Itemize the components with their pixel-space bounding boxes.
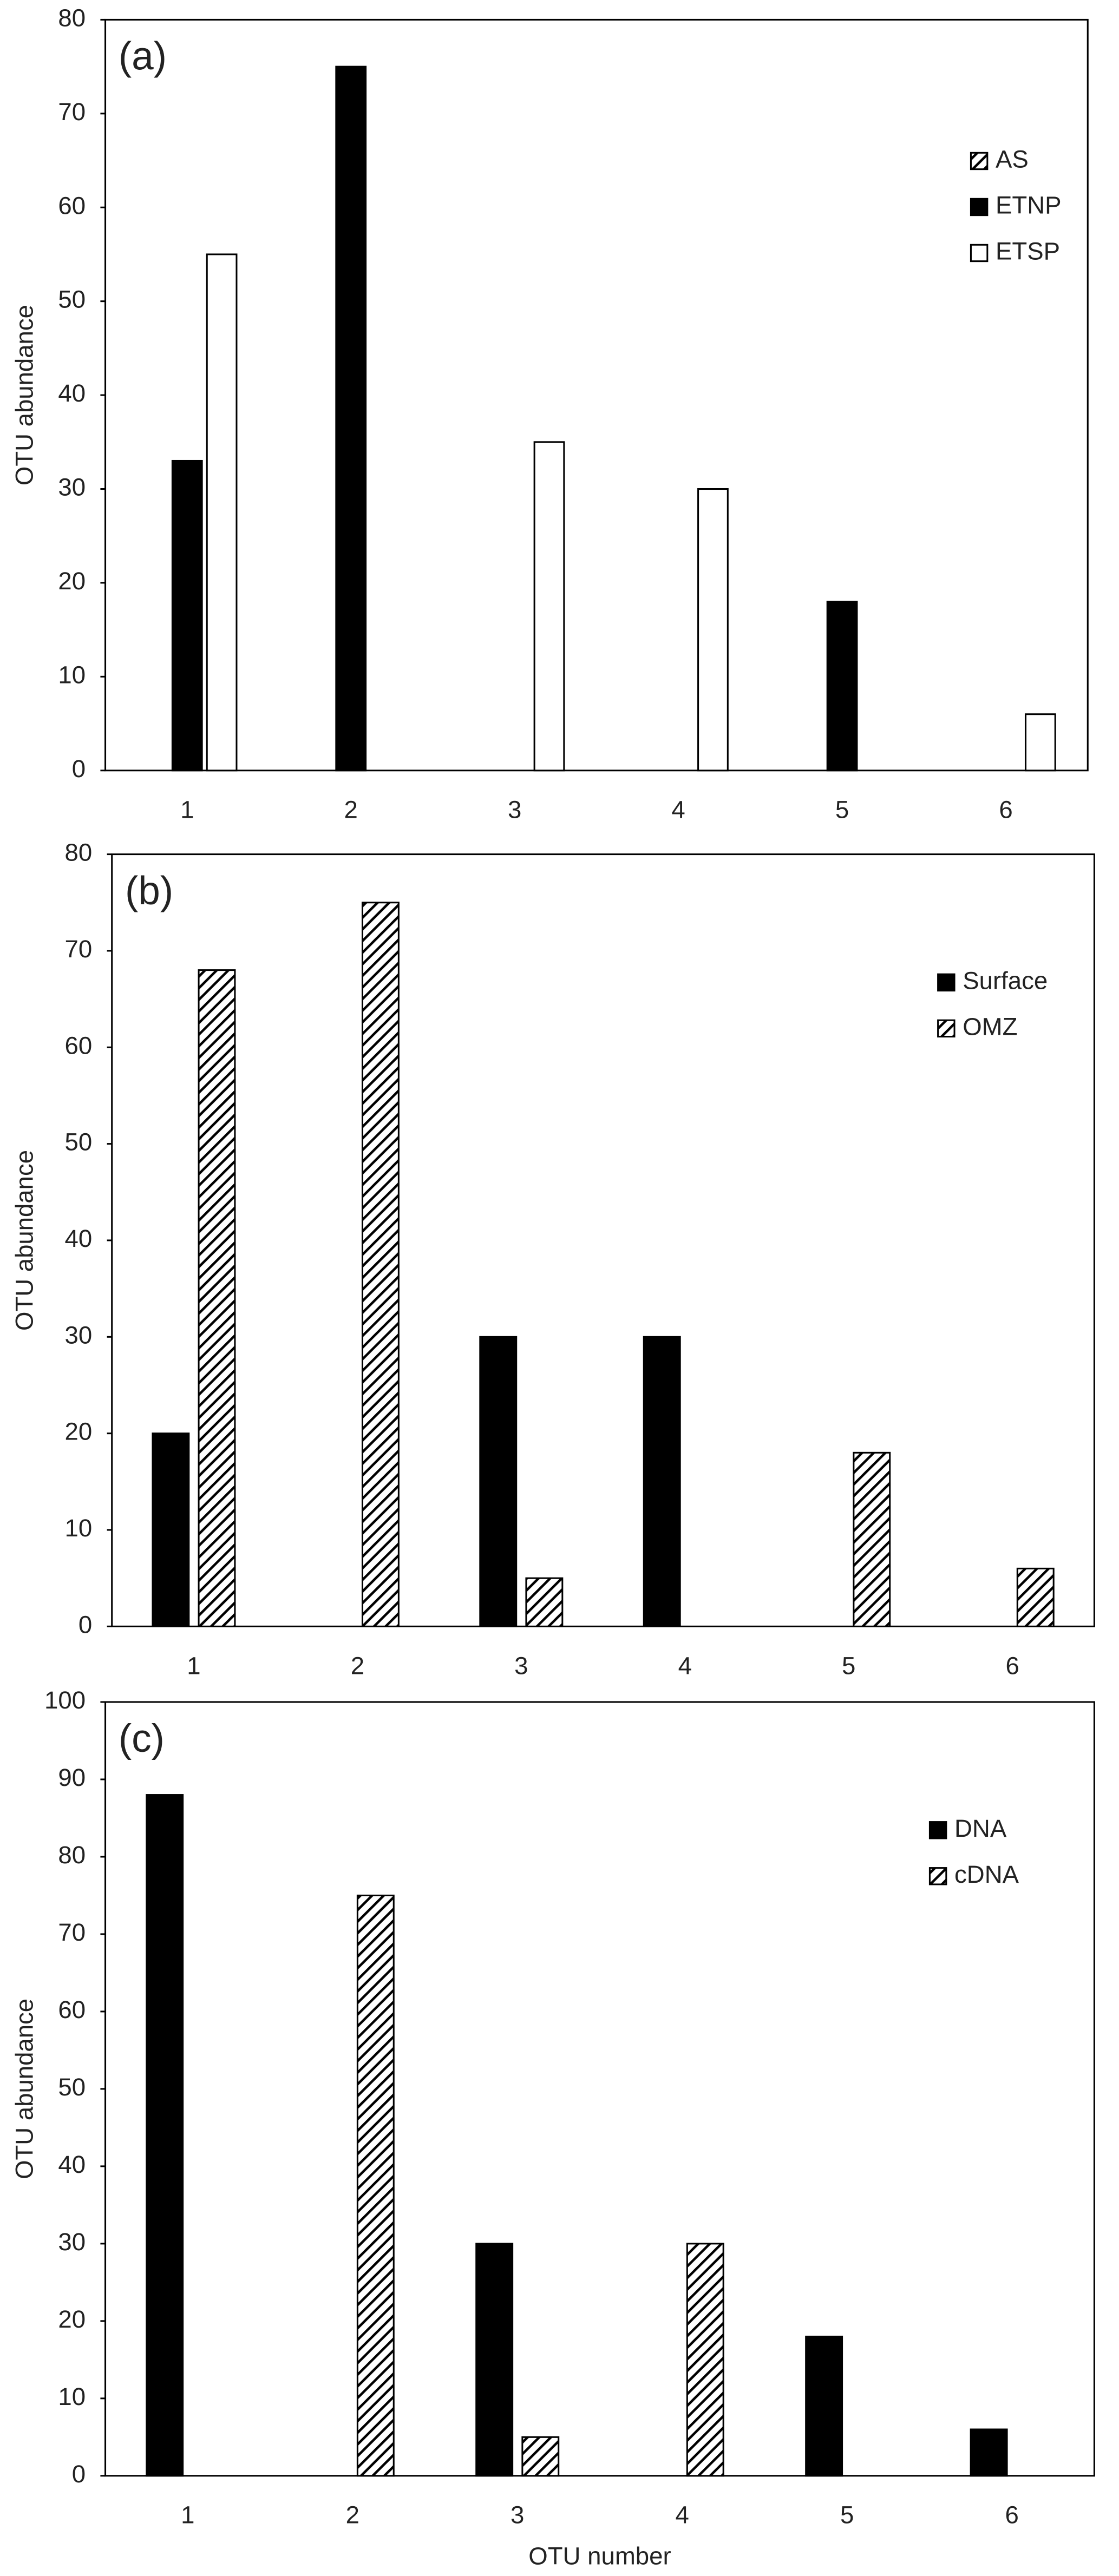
y-tick-label: 30 (58, 474, 86, 501)
legend-swatch (928, 1821, 947, 1839)
x-tick-label: 6 (1005, 2501, 1018, 2529)
y-tick-label: 10 (58, 2383, 86, 2410)
y-tick-label: 60 (58, 1996, 86, 2023)
x-tick-label: 5 (840, 2501, 854, 2529)
bar (643, 1336, 681, 1627)
y-tick-label: 70 (65, 935, 93, 963)
plot-frame (111, 853, 1095, 1627)
y-tick-label: 50 (58, 2073, 86, 2101)
legend-label: ETSP (996, 238, 1060, 265)
legend-label: Surface (963, 967, 1048, 994)
x-axis-title: OTU number (528, 2542, 671, 2570)
y-tick-label: 90 (58, 1764, 86, 1791)
y-tick-label: 70 (58, 98, 86, 126)
y-tick-label: 30 (58, 2228, 86, 2256)
bar (152, 1432, 190, 1627)
y-tick-label: 40 (58, 2151, 86, 2178)
x-tick-label: 4 (676, 2501, 689, 2529)
y-tick-label: 50 (65, 1128, 93, 1156)
bar (146, 1794, 184, 2477)
y-tick-label: 80 (58, 1841, 86, 1869)
bar (970, 2428, 1008, 2477)
bar (361, 902, 400, 1627)
y-tick-label: 60 (58, 192, 86, 219)
legend-label: DNA (954, 1815, 1007, 1842)
bar (533, 441, 565, 772)
x-tick-label: 2 (344, 796, 358, 824)
plot-frame (104, 1701, 1095, 2477)
y-tick-label: 0 (78, 1611, 92, 1638)
bar (206, 253, 238, 772)
legend-swatch (970, 198, 989, 216)
y-tick-label: 20 (58, 2305, 86, 2333)
legend-swatch (928, 1867, 947, 1885)
x-tick-label: 2 (351, 1652, 364, 1679)
bar (686, 2243, 724, 2477)
bar (171, 459, 203, 772)
legend-label: AS (996, 146, 1029, 173)
x-tick-label: 5 (835, 796, 849, 824)
bar (697, 488, 729, 772)
y-tick-label: 10 (65, 1514, 93, 1542)
y-axis-title: OTU abundance (11, 305, 38, 485)
x-tick-label: 4 (678, 1652, 692, 1679)
bar (356, 1894, 395, 2477)
y-tick-label: 80 (58, 4, 86, 31)
legend-label: OMZ (963, 1013, 1017, 1040)
y-tick-label: 100 (44, 1686, 86, 1714)
panel-label: (c) (119, 1717, 165, 1760)
legend-swatch (937, 1019, 956, 1038)
y-tick-label: 70 (58, 1918, 86, 1946)
legend-label: ETNP (996, 192, 1062, 219)
x-tick-label: 3 (508, 796, 521, 824)
x-tick-label: 1 (181, 2501, 194, 2529)
bar (805, 2335, 843, 2477)
legend-label: cDNA (954, 1861, 1019, 1888)
bar (525, 1577, 564, 1627)
panel-label: (a) (119, 35, 167, 78)
bar (198, 969, 236, 1627)
y-tick-label: 40 (65, 1225, 93, 1252)
legend-swatch (937, 973, 956, 992)
y-tick-label: 50 (58, 286, 86, 313)
x-tick-label: 1 (180, 796, 194, 824)
bar (335, 65, 367, 772)
x-tick-label: 3 (511, 2501, 524, 2529)
y-tick-label: 40 (58, 379, 86, 407)
bar (853, 1451, 891, 1627)
bar (521, 2436, 560, 2477)
x-tick-label: 3 (514, 1652, 528, 1679)
x-tick-label: 5 (842, 1652, 855, 1679)
bar (479, 1336, 518, 1627)
x-tick-label: 6 (999, 796, 1012, 824)
y-tick-label: 20 (58, 567, 86, 595)
x-tick-label: 2 (346, 2501, 359, 2529)
bar (475, 2243, 514, 2477)
x-tick-label: 4 (671, 796, 685, 824)
x-tick-label: 1 (187, 1652, 200, 1679)
panel-label: (b) (125, 869, 173, 913)
y-axis-title: OTU abundance (11, 1150, 38, 1331)
x-tick-label: 6 (1005, 1652, 1019, 1679)
y-tick-label: 80 (65, 839, 93, 866)
bar (826, 601, 858, 772)
bar (1024, 713, 1056, 772)
y-tick-label: 10 (58, 661, 86, 688)
y-tick-label: 0 (72, 755, 86, 783)
legend-swatch (970, 152, 989, 170)
y-tick-label: 0 (72, 2460, 86, 2488)
legend-swatch (970, 244, 989, 262)
y-tick-label: 30 (65, 1321, 93, 1349)
y-tick-label: 20 (65, 1418, 93, 1445)
bar (1016, 1567, 1055, 1627)
y-axis-title: OTU abundance (11, 1999, 38, 2179)
plot-frame (104, 18, 1089, 772)
y-tick-label: 60 (65, 1031, 93, 1059)
